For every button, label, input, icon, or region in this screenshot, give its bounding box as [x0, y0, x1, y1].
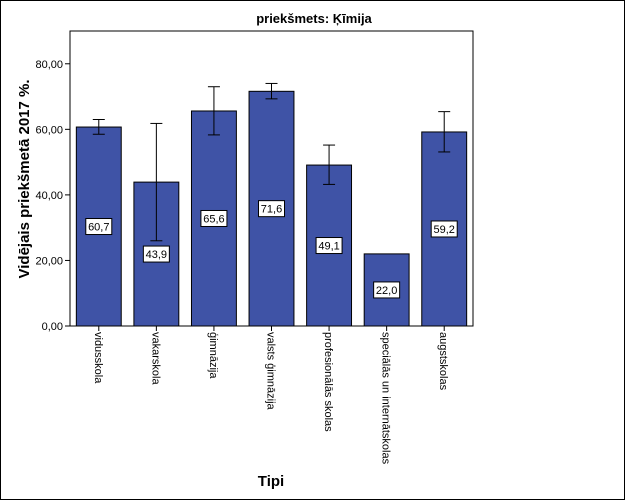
data-label-box-3 — [258, 200, 285, 218]
data-label-5: 22,0 — [376, 285, 397, 297]
error-bars — [92, 82, 451, 242]
data-label-box-0 — [85, 218, 113, 236]
x-tick-label-2: ģimnāzija — [207, 332, 220, 379]
y-axis-title: Vidējais priekšmetā 2017 %. — [16, 79, 33, 278]
bars — [75, 90, 468, 327]
x-tick-label-3: valsts ģimnāzija — [265, 332, 278, 411]
data-label-1: 43,9 — [146, 249, 167, 261]
data-label-4: 49,1 — [318, 241, 339, 253]
chart-title: priekšmets: Ķīmija — [256, 11, 372, 26]
y-tick-label-3: 60,00 — [35, 124, 63, 136]
y-tick-label-1: 20,00 — [35, 255, 63, 267]
x-tick-label-0: vidusskola — [92, 332, 104, 384]
data-label-box-4 — [315, 237, 343, 255]
y-tick-label-0: 0,00 — [42, 321, 63, 333]
data-label-box-5 — [373, 281, 401, 299]
x-tick-label-1: vakarskola — [149, 332, 161, 385]
x-axis-title: Tipi — [258, 473, 284, 490]
data-labels: 60,7 43,9 65,6 71,6 49,1 22,0 59,2 — [85, 200, 458, 299]
data-label-box-1 — [142, 245, 170, 263]
data-label-0: 60,7 — [88, 222, 109, 234]
data-label-box-2 — [200, 209, 228, 227]
y-tick-label-2: 40,00 — [35, 190, 63, 202]
y-axis: 0,00 20,00 40,00 60,00 80,00 — [35, 59, 70, 333]
x-axis: vidusskola vakarskola ģimnāzija valsts ģimn… — [92, 326, 449, 465]
y-tick-label-4: 80,00 — [35, 59, 63, 71]
data-label-box-6 — [430, 220, 458, 238]
x-tick-label-6: augstskolas — [437, 332, 449, 391]
data-label-3: 71,6 — [261, 204, 282, 216]
data-label-2: 65,6 — [203, 213, 224, 225]
x-tick-label-5: speciālās un internātskolas — [380, 332, 392, 465]
data-label-6: 59,2 — [434, 224, 455, 236]
x-tick-label-4: profesionālās skolas — [322, 332, 334, 432]
